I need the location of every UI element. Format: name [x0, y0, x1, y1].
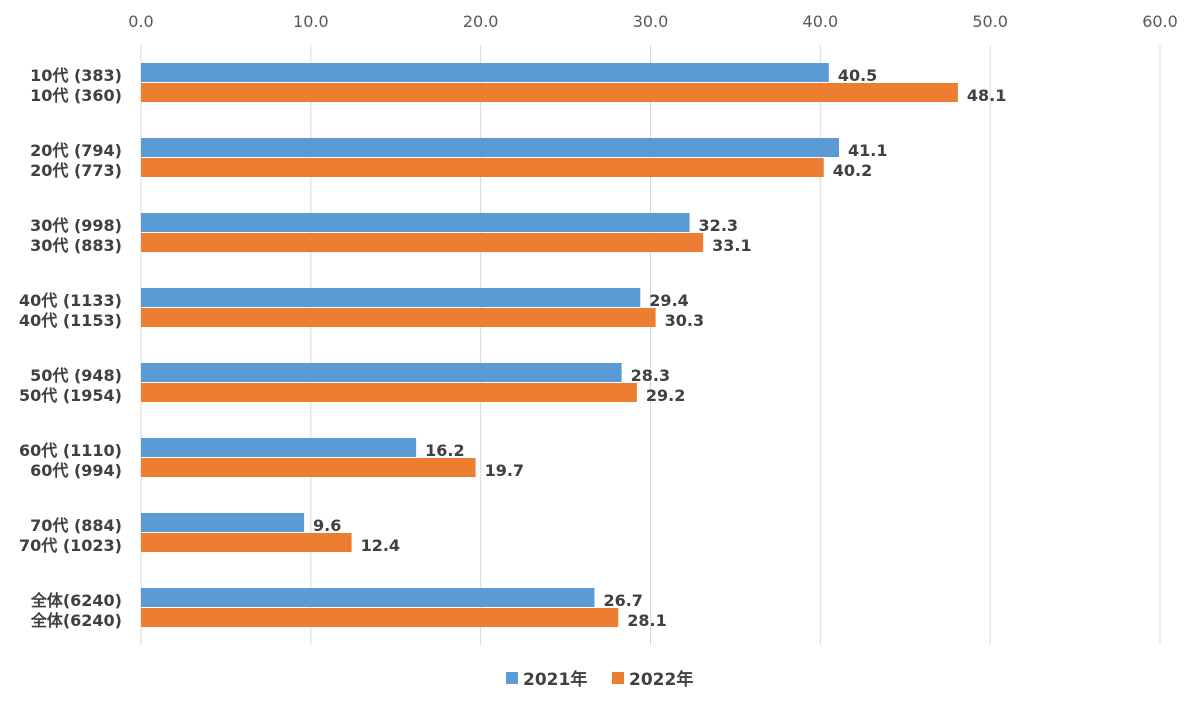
- category-label: 60代 (1110): [19, 441, 122, 460]
- x-tick-label: 50.0: [972, 12, 1008, 31]
- x-tick-label: 30.0: [633, 12, 669, 31]
- bar-2022: [141, 83, 958, 102]
- bar-2022: [141, 308, 656, 327]
- category-label: 50代 (1954): [19, 386, 122, 405]
- data-label: 28.3: [631, 366, 670, 385]
- category-label: 全体(6240): [30, 591, 122, 610]
- x-tick-label: 0.0: [128, 12, 153, 31]
- category-label: 70代 (1023): [19, 536, 122, 555]
- x-tick-label: 60.0: [1142, 12, 1178, 31]
- data-label: 26.7: [603, 591, 642, 610]
- gridlines: [140, 45, 1161, 645]
- category-label: 30代 (998): [30, 216, 122, 235]
- x-tick-label: 10.0: [293, 12, 329, 31]
- data-label: 9.6: [313, 516, 341, 535]
- legend-swatch-2022: [612, 672, 624, 684]
- legend: 2021年 2022年: [506, 669, 693, 690]
- category-label: 70代 (884): [30, 516, 122, 535]
- data-label: 12.4: [361, 536, 400, 555]
- data-label: 29.2: [646, 386, 685, 405]
- bar-2022: [141, 383, 637, 402]
- bar-2022: [141, 458, 476, 477]
- category-label: 40代 (1133): [19, 291, 122, 310]
- bar-2022: [141, 158, 824, 177]
- data-label: 40.5: [838, 66, 877, 85]
- bar-2022: [141, 608, 619, 627]
- data-label: 41.1: [848, 141, 887, 160]
- data-label: 16.2: [425, 441, 464, 460]
- legend-label-2021: 2021年: [523, 669, 587, 690]
- data-label: 28.1: [627, 611, 666, 630]
- category-label: 20代 (773): [30, 161, 122, 180]
- category-label: 60代 (994): [30, 461, 122, 480]
- category-label: 30代 (883): [30, 236, 122, 255]
- bar-2021: [141, 363, 622, 382]
- category-label: 10代 (360): [30, 86, 122, 105]
- data-label: 30.3: [665, 311, 704, 330]
- category-labels: 10代 (383)10代 (360) 20代 (794)20代 (773) 30代 …: [19, 66, 122, 630]
- data-label: 29.4: [649, 291, 688, 310]
- data-label: 40.2: [833, 161, 872, 180]
- bar-2022: [141, 233, 704, 252]
- bar-2022: [141, 533, 352, 552]
- category-label: 20代 (794): [30, 141, 122, 160]
- bar-2021: [141, 63, 829, 82]
- data-label: 19.7: [485, 461, 524, 480]
- bar-2021: [141, 213, 690, 232]
- bar-2021: [141, 513, 305, 532]
- bars: [141, 63, 958, 627]
- bar-2021: [141, 438, 417, 457]
- category-label: 全体(6240): [30, 611, 122, 630]
- category-label: 40代 (1153): [19, 311, 122, 330]
- data-labels: 40.5 48.1 41.140.2 32.333.1 29.430.3 28.329.2…: [313, 66, 1006, 630]
- bar-2021: [141, 138, 840, 157]
- bar-2021: [141, 588, 595, 607]
- x-tick-label: 40.0: [803, 12, 839, 31]
- x-tick-label: 20.0: [463, 12, 499, 31]
- data-label: 33.1: [712, 236, 751, 255]
- data-label: 32.3: [699, 216, 738, 235]
- category-label: 50代 (948): [30, 366, 122, 385]
- data-label: 48.1: [967, 86, 1006, 105]
- x-axis-ticks: 0.0 10.0 20.0 30.0 40.0 50.0 60.0: [128, 12, 1178, 31]
- legend-swatch-2021: [506, 672, 518, 684]
- bar-2021: [141, 288, 641, 307]
- category-label: 10代 (383): [30, 66, 122, 85]
- legend-label-2022: 2022年: [629, 669, 693, 690]
